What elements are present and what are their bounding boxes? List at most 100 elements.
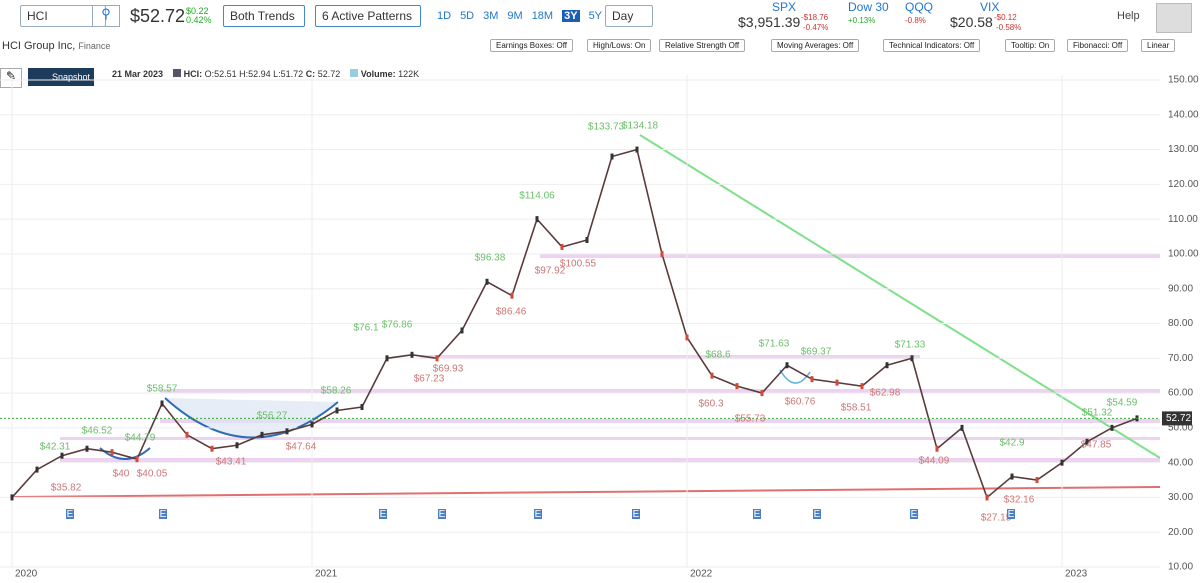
earnings-box xyxy=(910,509,918,519)
toggle[interactable]: Linear xyxy=(1141,39,1176,52)
index-price: $20.58 xyxy=(950,14,993,30)
band xyxy=(60,437,1160,440)
price-line xyxy=(11,148,1138,499)
search-button[interactable]: ⚲ xyxy=(92,5,120,27)
period[interactable]: 18M xyxy=(531,10,554,22)
band xyxy=(160,389,1160,393)
earnings-marker: E xyxy=(439,509,446,520)
draw-tool[interactable]: ✎ xyxy=(0,68,22,88)
candle xyxy=(210,445,214,452)
company: HCI Group Inc, Finance xyxy=(2,40,110,52)
index-change: -$0.12 xyxy=(994,13,1017,22)
candle xyxy=(35,466,39,473)
avatar[interactable] xyxy=(1156,3,1192,33)
high-label: $133.73 xyxy=(588,122,625,133)
index-pct: -0.58% xyxy=(996,23,1022,32)
candle xyxy=(335,407,339,414)
candle xyxy=(785,362,789,369)
pattern-select[interactable]: 6 Active Patterns xyxy=(315,5,421,27)
y-tick-label: 130.00 xyxy=(1168,144,1199,155)
symbol-input[interactable]: HCI xyxy=(20,5,106,27)
high-label: $134.18 xyxy=(622,121,659,132)
index-pct: -0.8% xyxy=(905,16,926,25)
y-tick-label: 40.00 xyxy=(1168,457,1193,468)
candle xyxy=(910,355,914,362)
high-label: $42.9 xyxy=(999,438,1024,449)
high-label: $71.63 xyxy=(759,339,790,350)
index-pct: -0.47% xyxy=(803,23,829,32)
index-name[interactable]: QQQ xyxy=(905,0,934,14)
candle xyxy=(185,431,189,438)
snapshot-button[interactable]: Snapshot xyxy=(28,68,94,86)
high-label: $69.37 xyxy=(801,347,832,358)
x-tick-label: 2023 xyxy=(1065,569,1088,580)
candle xyxy=(460,327,464,334)
low-label: $44.09 xyxy=(919,456,950,467)
period[interactable]: 5D xyxy=(460,10,475,22)
candle xyxy=(285,428,289,435)
earnings-box xyxy=(813,509,821,519)
low-label: $58.51 xyxy=(841,403,872,414)
index-name[interactable]: SPX xyxy=(772,0,797,14)
toggle[interactable]: Technical Indicators: Off xyxy=(883,39,981,52)
x-tick-label: 2021 xyxy=(315,569,338,580)
candle xyxy=(260,431,264,438)
swatch xyxy=(173,69,182,77)
earnings-marker: E xyxy=(67,509,74,520)
period[interactable]: 5Y xyxy=(588,10,603,22)
low-label: $55.73 xyxy=(735,414,766,425)
candle xyxy=(535,216,539,223)
candle xyxy=(235,442,239,449)
earnings-box xyxy=(632,509,640,519)
index-change: -$18.76 xyxy=(801,13,829,22)
earnings-box xyxy=(438,509,446,519)
candle xyxy=(1035,477,1039,484)
y-tick-label: 90.00 xyxy=(1168,283,1193,294)
toggle[interactable]: Relative Strength Off xyxy=(659,39,746,52)
high-label: $54.59 xyxy=(1107,398,1138,409)
sector: Finance xyxy=(78,41,111,51)
change: $0.22 xyxy=(186,6,209,16)
earnings-box xyxy=(753,509,761,519)
change-pct: 0.42% xyxy=(186,15,212,25)
low-label: $69.93 xyxy=(433,364,464,375)
low-label: $97.92 xyxy=(535,266,566,277)
toggle[interactable]: High/Lows: On xyxy=(587,39,652,52)
candle xyxy=(710,372,714,379)
low-label: $40.05 xyxy=(137,469,168,480)
y-tick-label: 10.00 xyxy=(1168,562,1193,573)
x-tick-label: 2022 xyxy=(690,569,713,580)
high-label: $46.52 xyxy=(82,426,113,437)
band xyxy=(160,419,1160,423)
index-name[interactable]: Dow 30 xyxy=(848,0,889,14)
toggle[interactable]: Moving Averages: Off xyxy=(771,39,860,52)
candle xyxy=(935,445,939,452)
toggle[interactable]: Fibonacci: Off xyxy=(1067,39,1129,52)
period[interactable]: 9M xyxy=(507,10,523,22)
period[interactable]: 1D xyxy=(437,10,452,22)
y-tick-label: 110.00 xyxy=(1168,214,1198,225)
band xyxy=(420,355,920,359)
help[interactable]: Help xyxy=(1117,10,1140,22)
high-label: $76.1 xyxy=(353,323,378,334)
high-label: $51.32 xyxy=(1082,408,1113,419)
trend-select[interactable]: Both Trends xyxy=(223,5,305,27)
y-tick-label: 100.00 xyxy=(1168,249,1199,260)
period[interactable]: 3Y xyxy=(562,10,580,22)
index-name[interactable]: VIX xyxy=(980,0,1000,14)
high-label: $68.6 xyxy=(705,350,730,361)
toggle[interactable]: Earnings Boxes: Off xyxy=(490,39,573,52)
high-label: $71.33 xyxy=(895,340,926,351)
high-label: $76.86 xyxy=(382,320,413,331)
candle xyxy=(485,278,489,285)
low-label: $40 xyxy=(113,469,130,480)
volume: 122K xyxy=(398,69,420,79)
y-tick-label: 50.00 xyxy=(1168,422,1193,433)
y-tick-label: 70.00 xyxy=(1168,353,1193,364)
period[interactable]: 3M xyxy=(483,10,499,22)
low-label: $100.55 xyxy=(560,259,597,270)
low-label: $62.98 xyxy=(870,388,901,399)
interval-select[interactable]: Day xyxy=(605,5,653,27)
toggle[interactable]: Tooltip: On xyxy=(1005,39,1056,52)
